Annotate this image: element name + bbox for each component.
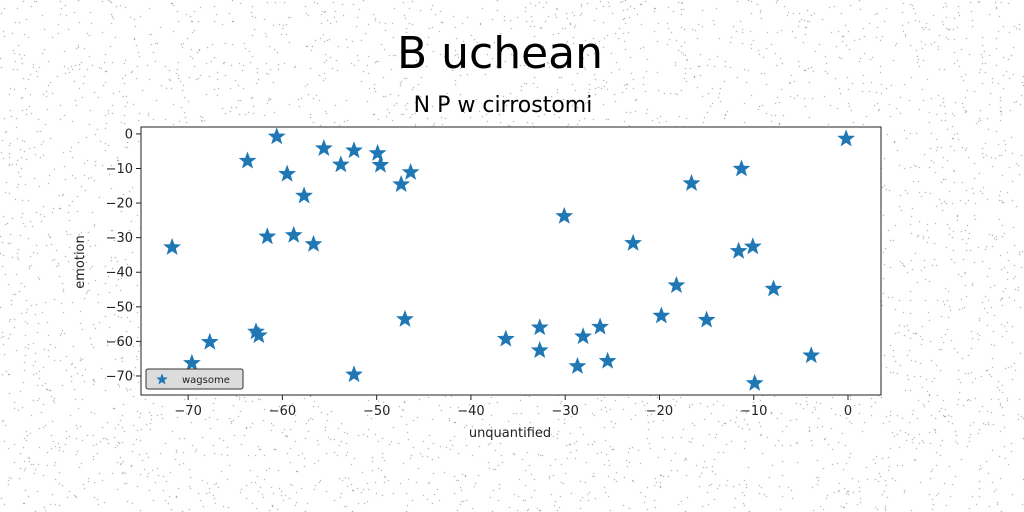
data-point [624,233,642,251]
y-tick-label: −20 [106,197,133,212]
data-point [396,309,414,327]
data-point [371,155,390,173]
data-point [284,225,303,243]
chart-subtitle: N P w cirrostomi [414,93,593,118]
y-axis-label: emotion [73,235,88,289]
data-point [304,234,323,252]
data-point [345,365,363,383]
data-point [745,373,764,391]
data-point [598,351,617,369]
data-point [574,327,593,345]
data-point [697,310,716,328]
data-point [568,356,587,374]
data-point [401,162,420,180]
data-point [249,326,268,344]
legend-marker-star [156,373,168,385]
data-point [652,306,671,324]
data-point [743,237,762,255]
x-tick-label: −50 [363,404,390,419]
data-point [667,276,686,293]
legend: wagsome [145,368,244,390]
data-point [802,346,821,364]
x-tick-label: −20 [646,404,673,419]
y-tick-label: −60 [106,335,133,350]
data-point [331,155,350,173]
data-point [729,241,748,259]
data-point [764,279,783,297]
plot-background [141,127,881,395]
y-tick-label: −10 [106,162,133,177]
data-point [295,186,313,204]
data-point [837,129,856,147]
legend-entry-label: wagsome [182,375,230,386]
data-point [267,127,286,145]
x-tick-label: −10 [740,404,767,419]
data-point [496,329,515,347]
chart-title: B uchean [397,28,603,79]
plot-area: −70 −60 −50 −40 −30 −20 −10 0 0 −10 −20 −30 −40 −50 −6… [106,126,882,419]
y-tick-label: −50 [106,300,133,315]
legend-star-icon [156,373,168,385]
data-point [530,341,549,358]
data-point [732,159,751,177]
data-point [278,164,297,182]
legend-box [145,368,244,390]
x-axis-label: unquantified [469,426,551,441]
plot-frame [140,126,882,396]
data-point [200,332,219,350]
data-point [345,141,363,159]
data-point [258,227,277,245]
y-tick-label: 0 [125,127,133,142]
x-tick-label: −40 [457,404,484,419]
data-point [163,237,182,255]
x-tick-label: −30 [551,404,578,419]
data-point [530,318,549,336]
x-tick-label: −70 [174,404,201,419]
data-point [238,151,257,169]
y-tick-label: −70 [106,369,133,384]
data-point [682,174,701,191]
data-point [591,317,609,335]
data-point [314,139,333,157]
data-point [555,206,574,224]
data-point [392,175,411,192]
x-tick-label: 0 [844,404,852,419]
data-point [183,353,201,371]
x-tick-label: −60 [269,404,296,419]
data-point [368,143,387,161]
y-tick-label: −30 [106,231,133,246]
y-tick-label: −40 [106,266,133,281]
